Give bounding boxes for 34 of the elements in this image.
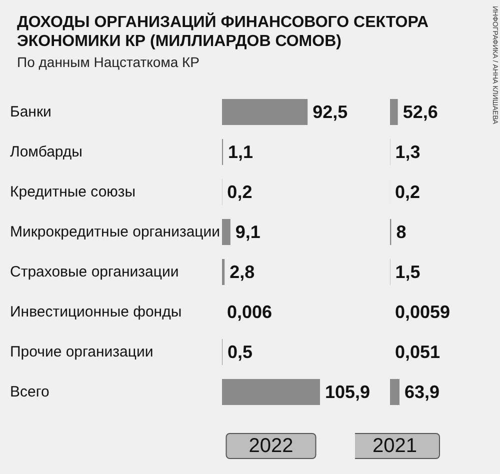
y-tick-label: Ломбарды: [10, 144, 82, 160]
bar: [222, 219, 230, 245]
text: По данным Нацстаткома КР: [17, 54, 200, 70]
data-label: 0,051: [395, 342, 440, 362]
data-label: 1,1: [228, 142, 254, 162]
chart-title: ДОХОДЫ ОРГАНИЗАЦИЙ ФИНАНСОВОГО СЕКТОРА ЭКОНОМИКИ КР (МИЛЛИАРДОВ СОМОВ): [17, 12, 433, 50]
data-label: 9,1: [235, 222, 260, 242]
data-label: 2,8: [230, 262, 255, 282]
x-axis-title: 2021: [372, 435, 417, 457]
data-label: 8: [396, 222, 406, 242]
data-label: 0,2: [227, 182, 252, 202]
data-label: 63,9: [404, 382, 440, 402]
data-label: 1,3: [395, 142, 420, 162]
x-axis-title: 2022: [248, 435, 294, 457]
data-label: 0,0059: [395, 302, 450, 322]
y-tick-label: Кредитные союзы: [10, 184, 136, 200]
data-label: 92,5: [312, 102, 348, 122]
y-tick-label: Микрокредитные организации: [10, 224, 220, 240]
data-label: 1,5: [395, 262, 420, 282]
bar: [390, 379, 400, 405]
y-tick-label: Банки: [10, 104, 52, 120]
data-label: 52,6: [402, 102, 438, 122]
bar: [390, 99, 398, 125]
y-tick-label: Инвестиционные фонды: [10, 304, 182, 320]
bar: [222, 379, 320, 405]
y-tick-label: Всего: [10, 384, 50, 400]
y-tick-label: Страховые организации: [10, 264, 179, 280]
data-label: 0,2: [395, 182, 420, 202]
data-label: 0,006: [227, 302, 272, 322]
bar: [222, 259, 225, 285]
data-label: 0,5: [227, 342, 252, 362]
y-tick-label: Прочие организации: [10, 344, 154, 360]
data-label: 105,9: [325, 382, 370, 402]
bar: [222, 99, 308, 125]
